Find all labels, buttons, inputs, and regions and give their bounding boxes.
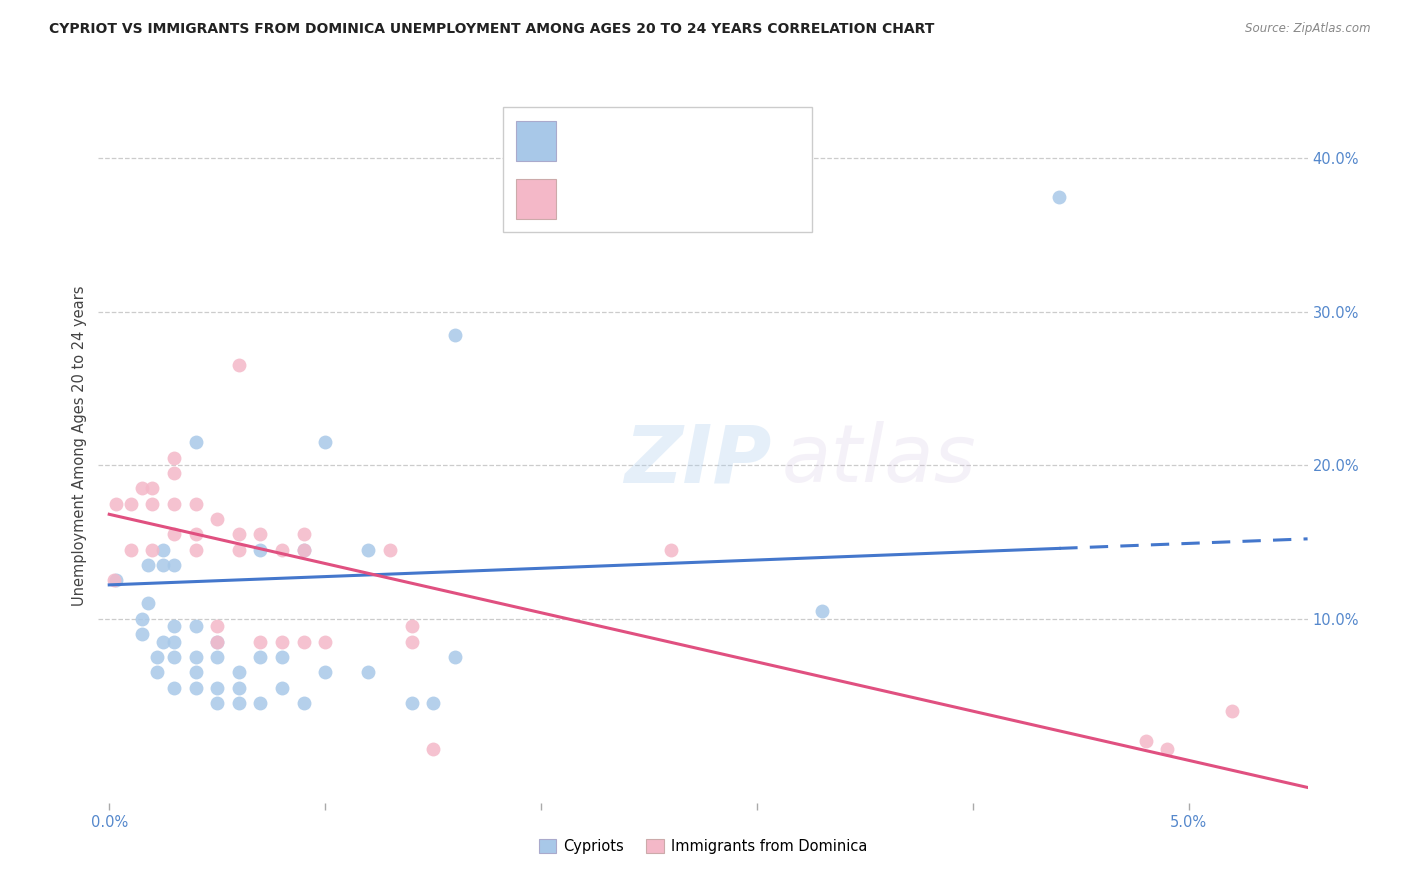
Point [145,650,167,665]
Point [228,542,250,557]
Point [249,650,271,665]
Point [1220,704,1243,718]
Text: atlas: atlas [782,421,976,500]
Point [205,634,228,648]
Point [136,558,159,572]
Point [104,497,127,511]
Point [357,665,380,680]
Point [292,527,315,541]
Point [205,634,228,648]
Point [141,481,163,495]
Point [163,681,186,695]
Point [120,542,142,557]
Point [184,650,207,665]
Point [163,634,186,648]
Point [810,604,832,618]
Point [184,497,207,511]
Point [184,527,207,541]
Point [120,497,142,511]
Point [401,696,423,710]
Point [401,619,423,633]
Point [378,542,401,557]
Point [357,542,380,557]
Point [205,696,228,710]
Point [422,742,444,756]
Point [271,650,294,665]
Point [184,542,207,557]
Point [292,696,315,710]
Point [422,696,444,710]
Point [249,527,271,541]
Point [228,696,250,710]
Point [1047,189,1070,203]
Point [401,634,423,648]
Point [163,650,186,665]
Point [141,542,163,557]
Point [1135,734,1157,748]
Legend: Cypriots, Immigrants from Dominica: Cypriots, Immigrants from Dominica [533,832,873,860]
Point [103,574,125,588]
Point [141,497,163,511]
Point [249,634,271,648]
Point [271,542,294,557]
Point [163,497,186,511]
Point [205,650,228,665]
Point [152,634,174,648]
Point [249,696,271,710]
Text: ZIP: ZIP [624,421,772,500]
Point [152,542,174,557]
Point [152,558,174,572]
Point [136,596,159,610]
Point [184,681,207,695]
Point [292,634,315,648]
Point [443,327,465,342]
Point [163,558,186,572]
Point [292,542,315,557]
Point [271,681,294,695]
Point [163,450,186,465]
Point [131,612,153,626]
Point [131,481,153,495]
Point [163,527,186,541]
Point [205,681,228,695]
Point [184,435,207,450]
Point [271,634,294,648]
Y-axis label: Unemployment Among Ages 20 to 24 years: Unemployment Among Ages 20 to 24 years [72,285,87,607]
Point [292,542,315,557]
Text: CYPRIOT VS IMMIGRANTS FROM DOMINICA UNEMPLOYMENT AMONG AGES 20 TO 24 YEARS CORRE: CYPRIOT VS IMMIGRANTS FROM DOMINICA UNEM… [49,22,935,37]
Point [145,665,167,680]
Point [443,650,465,665]
Point [228,681,250,695]
Point [314,634,336,648]
Point [205,619,228,633]
Point [163,466,186,480]
Point [228,359,250,373]
Point [205,512,228,526]
Point [659,542,682,557]
Point [184,619,207,633]
Point [228,665,250,680]
Point [131,627,153,641]
Point [228,527,250,541]
Text: Source: ZipAtlas.com: Source: ZipAtlas.com [1246,22,1371,36]
Point [314,435,336,450]
Point [184,665,207,680]
Point [104,574,127,588]
Point [1156,742,1178,756]
Point [249,542,271,557]
Point [163,619,186,633]
Point [314,665,336,680]
